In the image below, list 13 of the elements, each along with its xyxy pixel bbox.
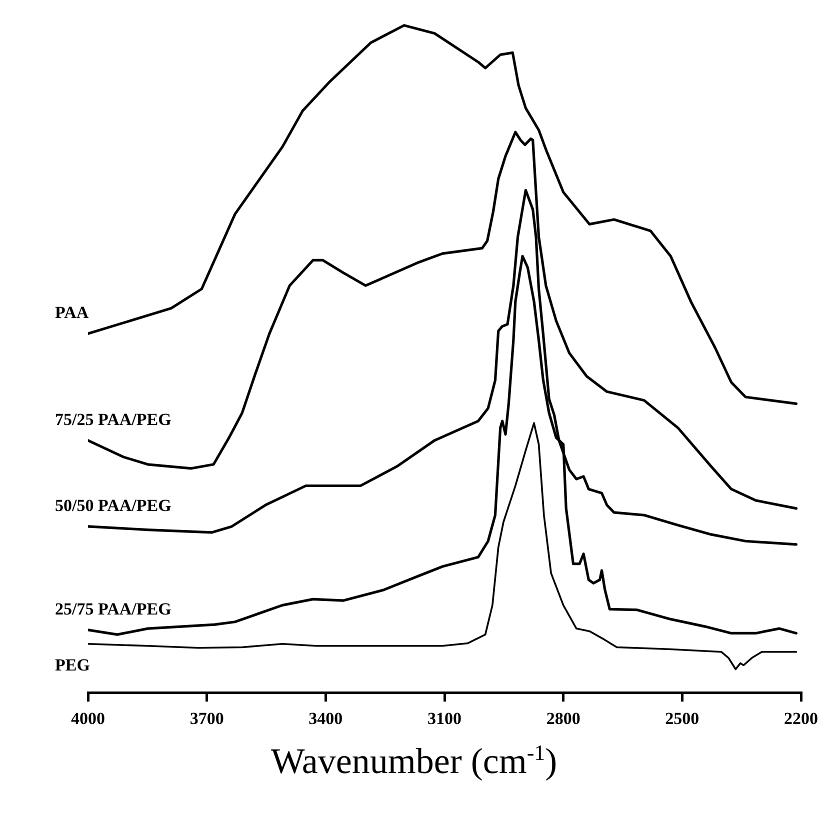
- x-tick-label: 2500: [665, 709, 700, 728]
- x-tick-label: 2200: [784, 709, 818, 728]
- series-label: 75/25 PAA/PEG: [55, 410, 172, 429]
- x-axis-title: Wavenumber (cm$^{-1}$): [270, 740, 558, 782]
- series-label: 25/75 PAA/PEG: [55, 599, 172, 618]
- series-label: 50/50 PAA/PEG: [55, 496, 172, 515]
- x-tick-label: 3700: [190, 709, 224, 728]
- x-tick-label: 3100: [428, 709, 462, 728]
- series-label: PAA: [55, 303, 90, 322]
- x-tick-label: 3400: [308, 709, 343, 728]
- series-label: PEG: [55, 655, 90, 674]
- x-tick-label: 4000: [71, 709, 105, 728]
- x-tick-label: 2800: [546, 709, 580, 728]
